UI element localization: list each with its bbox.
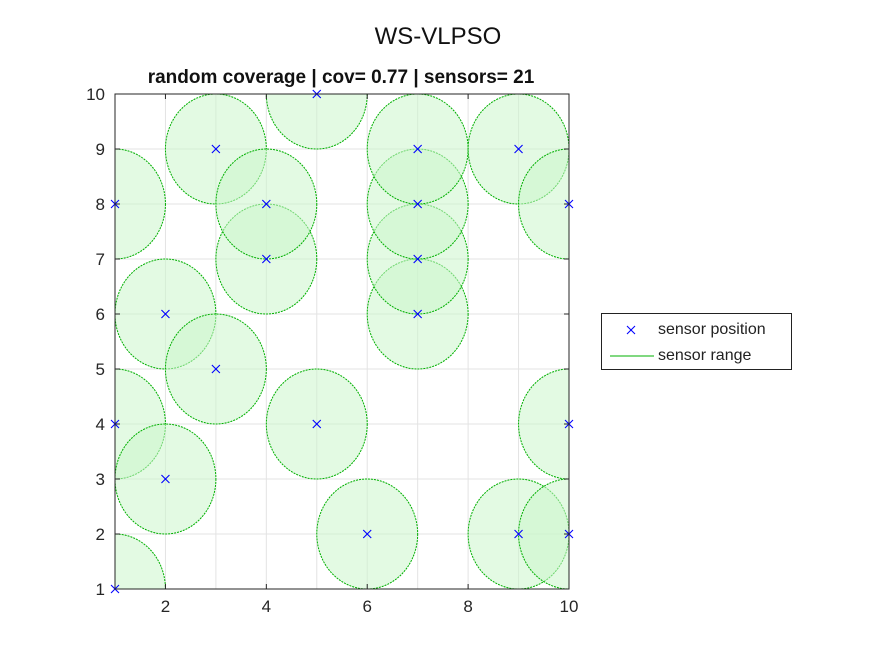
sensor-position-marker (514, 144, 523, 154)
y-tick-label: 9 (96, 140, 105, 159)
legend-label-sensor-range: sensor range (658, 347, 752, 364)
sensor-position-marker (211, 144, 221, 154)
y-tick-label: 10 (86, 85, 105, 104)
sensor-range-circle (115, 533, 166, 589)
sensor-position-marker (161, 474, 170, 484)
sensor-position-marker (161, 309, 170, 319)
sensor-position-marker (413, 199, 423, 209)
sensor-position-marker (413, 309, 423, 319)
x-tick-label: 8 (463, 597, 472, 616)
sensor-range-circle (115, 148, 166, 260)
legend-marker-x (626, 325, 636, 335)
x-tick-label: 4 (262, 597, 271, 616)
x-tick-label: 2 (161, 597, 170, 616)
sensor-position-marker (261, 254, 271, 264)
x-tick-label: 6 (362, 597, 371, 616)
y-tick-label: 3 (96, 470, 105, 489)
legend-entry-sensor-position: sensor position (602, 319, 791, 341)
sensor-range-circle (265, 94, 368, 150)
y-tick-label: 8 (96, 195, 105, 214)
sensor-position-marker (261, 199, 271, 209)
sensor-position-marker (413, 144, 423, 154)
y-tick-label: 6 (96, 305, 105, 324)
legend: sensor position sensor range (601, 313, 792, 370)
sensor-position-marker (312, 419, 322, 429)
legend-marker-line (610, 355, 654, 357)
x-tick-label: 10 (560, 597, 579, 616)
axes-title: random coverage | cov= 0.77 | sensors= 2… (148, 67, 535, 88)
y-tick-label: 2 (96, 525, 105, 544)
figure-suptitle: WS-VLPSO (375, 23, 502, 50)
axes-box (114, 93, 570, 590)
sensor-position-marker (362, 529, 372, 539)
y-tick-label: 7 (96, 250, 105, 269)
sensor-position-marker (211, 364, 221, 374)
y-tick-label: 1 (96, 580, 105, 599)
legend-entry-sensor-range: sensor range (602, 345, 791, 367)
legend-label-sensor-position: sensor position (658, 321, 766, 338)
sensor-position-marker (514, 529, 523, 539)
y-tick-label: 5 (96, 360, 105, 379)
sensor-position-marker (413, 254, 423, 264)
y-tick-label: 4 (96, 415, 105, 434)
